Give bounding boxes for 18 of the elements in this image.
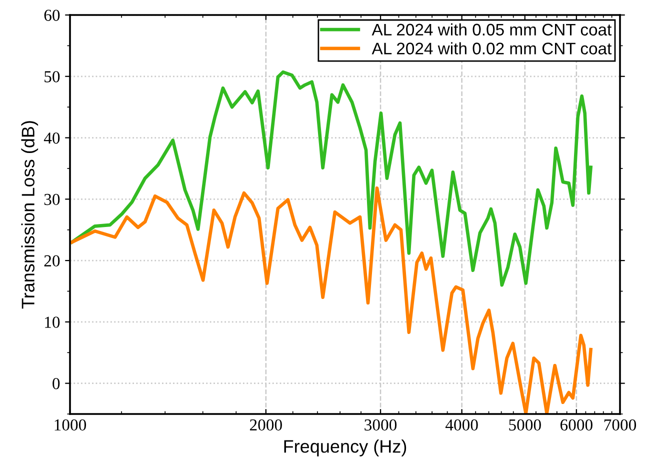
y-tick-label: 40 <box>44 132 60 144</box>
x-axis-title: Frequency (Hz) <box>284 440 406 456</box>
x-tick-label: 5000 <box>509 419 541 431</box>
y-tick-label: 0 <box>52 378 60 390</box>
x-tick-label: 4000 <box>445 419 478 431</box>
y-tick-label: 20 <box>44 255 60 266</box>
x-tick-label: 6000 <box>560 419 592 431</box>
x-tick-label: 2000 <box>250 419 282 431</box>
y-tick-label: 50 <box>44 71 60 82</box>
y-axis-title: Transmission Loss (dB) <box>21 121 38 309</box>
legend-label: AL 2024 with 0.02 mm CNT coat <box>372 42 612 54</box>
x-tick-label: 1000 <box>54 419 86 431</box>
y-tick-label: 10 <box>45 316 60 328</box>
y-tick-label: 30 <box>44 194 60 206</box>
y-tick-label: 60 <box>44 10 60 21</box>
x-tick-label: 3000 <box>364 419 397 431</box>
legend-label: AL 2024 with 0.05 mm CNT coat <box>372 23 612 36</box>
x-tick-label: 7000 <box>604 419 636 431</box>
